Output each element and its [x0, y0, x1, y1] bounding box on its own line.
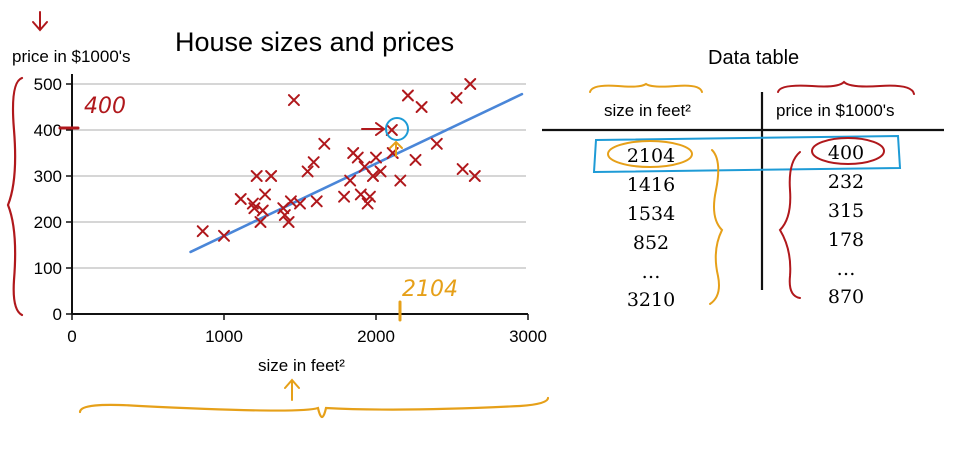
x-axis-label: size in feet²: [258, 356, 345, 375]
data-point: [307, 156, 320, 169]
header-brace-price: [777, 80, 915, 95]
point-arrow-icon: [361, 122, 386, 136]
size-column-brace: [709, 149, 724, 305]
y-tick-label: 200: [34, 213, 62, 232]
orange-up-arrow-icon: [389, 140, 403, 157]
chart-title: House sizes and prices: [175, 27, 454, 57]
table-cell-price: 870: [828, 286, 864, 308]
regression-line: [189, 92, 524, 254]
x-tick-label: 1000: [205, 327, 243, 346]
y-tick-label: 100: [34, 259, 62, 278]
table-cell-price: 400: [828, 142, 864, 164]
price-cell-circle: [811, 137, 885, 165]
table-cell-size: 2104: [627, 145, 675, 167]
data-point: [354, 188, 367, 201]
table-cell-size: 852: [633, 232, 669, 254]
data-point: [218, 229, 230, 242]
x-tick-label: 0: [67, 327, 76, 346]
data-point: [374, 165, 387, 178]
table-header-price: price in $1000's: [776, 101, 895, 120]
data-point: [464, 78, 477, 90]
x-tick-labels: 0 1000 2000 3000: [67, 327, 547, 346]
data-point: [287, 94, 300, 107]
data-point: [259, 188, 272, 201]
y-tick-label: 400: [34, 121, 62, 140]
table-cell-size: 3210: [627, 289, 675, 311]
x-axis-brace: [78, 396, 550, 419]
data-point: [256, 204, 269, 217]
data-point: [370, 151, 382, 164]
data-point: [385, 124, 398, 136]
data-point: [310, 195, 323, 208]
x-tick-label: 2000: [357, 327, 395, 346]
data-point: [278, 209, 291, 222]
y-tick-labels: 0 100 200 300 400 500: [34, 75, 62, 324]
y-label-arrow-icon: [32, 11, 48, 32]
data-point: [450, 91, 463, 104]
table-cell-price: 178: [828, 229, 864, 251]
data-point: [254, 216, 267, 228]
data-point: [351, 151, 364, 164]
y-axis-brace: [6, 76, 24, 317]
data-point: [409, 153, 422, 166]
table-rows: 2104 400 1416 232 1534 315 852 178 … … 3…: [627, 142, 864, 311]
data-point: [361, 197, 374, 210]
table-cell-price: 232: [828, 171, 864, 193]
data-point: [430, 137, 443, 150]
data-point: [415, 101, 428, 113]
data-point: [338, 190, 351, 203]
data-point: [301, 165, 314, 178]
price-column-brace: [778, 151, 801, 299]
data-point: [468, 170, 481, 182]
data-point: [284, 195, 297, 208]
data-point: [456, 163, 469, 176]
data-point: [318, 137, 331, 150]
scatter-points: [196, 78, 481, 242]
data-point: [234, 193, 247, 205]
table-title: Data table: [708, 47, 799, 69]
table-cell-price: 315: [828, 200, 864, 222]
y-tick-label: 500: [34, 75, 62, 94]
data-point: [363, 190, 376, 203]
data-point: [401, 89, 414, 102]
data-point: [394, 174, 407, 187]
data-point: [294, 197, 306, 210]
price-annotation-400: 400: [84, 94, 126, 119]
header-brace-size: [589, 82, 703, 93]
data-point: [196, 225, 209, 238]
data-point: [265, 170, 278, 182]
data-point: [250, 170, 263, 182]
table-cell-size: …: [642, 261, 661, 283]
highlight-circle: [385, 117, 409, 141]
x-label-arrow-icon: [284, 378, 300, 401]
chart-ink-annotations: 400 2104: [6, 11, 550, 419]
y-tick-label: 0: [53, 305, 62, 324]
table-cell-price: …: [837, 258, 856, 280]
axes: [66, 74, 529, 320]
data-point: [344, 174, 357, 187]
data-point: [366, 170, 379, 182]
y-tick-label: 300: [34, 167, 62, 186]
table-header-size: size in feet²: [604, 101, 691, 120]
fit-line-group: [189, 92, 524, 254]
table-cell-size: 1416: [627, 174, 675, 196]
data-point: [282, 216, 295, 228]
table-cell-size: 1534: [627, 203, 675, 225]
y-axis-label: price in $1000's: [12, 47, 131, 66]
table-first-row-highlight: [592, 134, 902, 174]
gridlines: [72, 83, 526, 269]
x-tick-label: 3000: [509, 327, 547, 346]
size-cell-circle: [607, 140, 693, 168]
size-annotation-2104: 2104: [402, 277, 458, 302]
